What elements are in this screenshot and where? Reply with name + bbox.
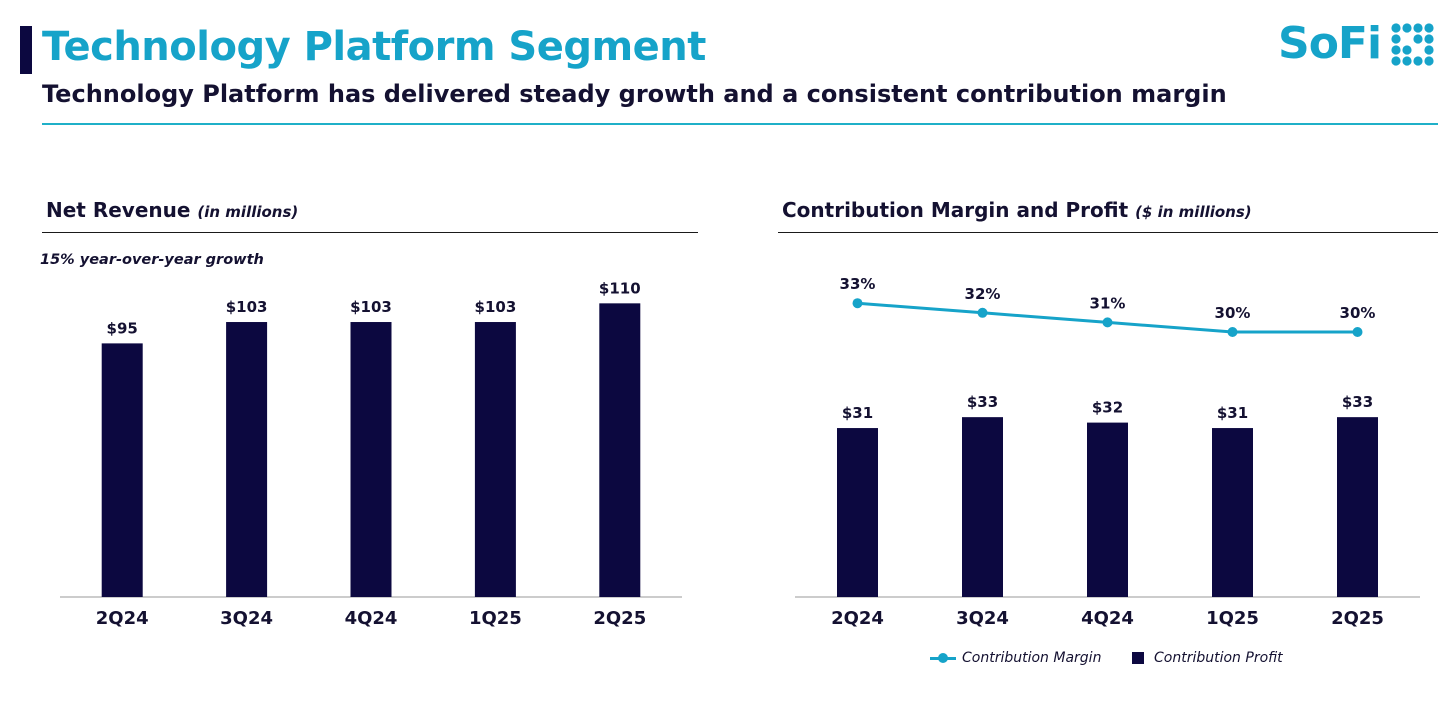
growth-note: 15% year-over-year growth <box>40 252 264 268</box>
margin-data-label: 30% <box>1340 304 1376 322</box>
revenue-data-label: $103 <box>226 298 268 316</box>
x-tick-label: 2Q24 <box>831 608 884 629</box>
revenue-bar <box>474 322 516 597</box>
legend-bar-swatch <box>1132 652 1144 664</box>
margin-point <box>977 307 988 318</box>
page-title: Technology Platform Segment <box>42 24 706 70</box>
revenue-data-label: $95 <box>107 319 138 337</box>
margin-data-label: 33% <box>840 275 876 293</box>
revenue-bar <box>599 303 641 597</box>
revenue-bar <box>226 322 268 597</box>
revenue-bar <box>350 322 392 597</box>
contribution-rule <box>778 232 1438 233</box>
profit-bar <box>962 417 1003 597</box>
x-tick-label: 1Q25 <box>469 608 522 629</box>
x-tick-label: 4Q24 <box>1081 608 1134 629</box>
legend-line-swatch <box>930 652 956 663</box>
margin-point <box>1352 327 1363 337</box>
margin-data-label: 32% <box>965 285 1001 303</box>
contribution-title-unit: ($ in millions) <box>1135 203 1252 221</box>
contribution-title-text: Contribution Margin and Profit <box>782 198 1129 222</box>
profit-data-label: $33 <box>967 393 998 411</box>
profit-bar <box>1337 417 1378 597</box>
revenue-data-label: $103 <box>475 298 517 316</box>
title-accent-bar <box>20 26 32 74</box>
profit-bar <box>1087 422 1128 597</box>
margin-point <box>1102 317 1113 328</box>
profit-data-label: $31 <box>842 404 873 422</box>
x-tick-label: 2Q25 <box>1331 608 1384 629</box>
legend-contribution-margin: Contribution Margin <box>930 650 1101 666</box>
revenue-bar <box>101 343 143 597</box>
revenue-data-label: $110 <box>599 279 641 297</box>
margin-point <box>852 298 863 309</box>
contribution-title: Contribution Margin and Profit ($ in mil… <box>782 197 1252 225</box>
profit-data-label: $32 <box>1092 399 1123 417</box>
sofi-dot-grid-icon <box>1391 23 1434 66</box>
header-divider <box>42 123 1438 125</box>
x-tick-label: 2Q25 <box>593 608 646 629</box>
net-revenue-title: Net Revenue (in millions) <box>46 197 298 225</box>
legend-margin-label: Contribution Margin <box>962 650 1102 666</box>
legend-contribution-profit: Contribution Profit <box>1132 650 1283 666</box>
x-tick-label: 3Q24 <box>956 608 1009 629</box>
profit-data-label: $31 <box>1217 404 1248 422</box>
revenue-data-label: $103 <box>350 298 392 316</box>
net-revenue-title-unit: (in millions) <box>197 203 299 221</box>
x-tick-label: 1Q25 <box>1206 608 1259 629</box>
margin-point <box>1227 327 1238 337</box>
margin-data-label: 30% <box>1215 304 1251 322</box>
profit-bar <box>837 428 878 597</box>
x-tick-label: 2Q24 <box>96 608 149 629</box>
profit-data-label: $33 <box>1342 393 1373 411</box>
legend-profit-label: Contribution Profit <box>1154 650 1283 666</box>
margin-data-label: 31% <box>1090 294 1126 312</box>
profit-bar <box>1212 428 1253 597</box>
net-revenue-title-text: Net Revenue <box>46 198 191 222</box>
sofi-logo: SoFi <box>1278 18 1438 72</box>
net-revenue-rule <box>42 232 698 233</box>
page-subtitle: Technology Platform has delivered steady… <box>42 80 1227 108</box>
x-tick-label: 4Q24 <box>345 608 398 629</box>
logo-wordmark: SoFi <box>1278 18 1382 69</box>
x-tick-label: 3Q24 <box>220 608 273 629</box>
